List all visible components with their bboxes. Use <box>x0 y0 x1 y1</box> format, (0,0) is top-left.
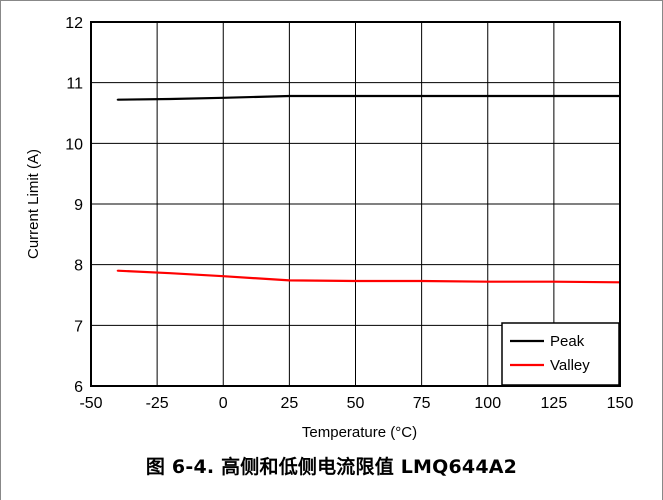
data-point-peak <box>117 99 119 101</box>
y-axis-title: Current Limit (A) <box>25 149 42 259</box>
data-point-valley <box>289 280 291 282</box>
y-tick-label: 8 <box>74 258 83 275</box>
x-tick-label: 100 <box>474 395 501 412</box>
data-point-valley <box>487 281 489 283</box>
data-point-peak <box>421 95 423 97</box>
data-point-valley <box>170 272 172 274</box>
x-axis-title: Temperature (°C) <box>302 424 417 441</box>
series-lines <box>117 95 621 283</box>
legend-label-valley: Valley <box>550 357 590 374</box>
y-tick-label: 9 <box>74 197 83 214</box>
line-chart: -50 -25 0 25 50 75 100 125 150 6 7 8 9 10 11 12 Tempera… <box>0 0 663 450</box>
data-point-peak <box>487 95 489 97</box>
y-tick-label: 11 <box>66 76 83 93</box>
x-tick-label: 25 <box>280 395 298 412</box>
x-tick-label: -50 <box>79 395 102 412</box>
legend: Peak Valley <box>502 323 619 385</box>
series-line-valley <box>118 271 621 283</box>
data-point-peak <box>170 98 172 100</box>
data-point-valley <box>355 280 357 282</box>
y-tick-label: 6 <box>74 379 83 396</box>
x-tick-label: 125 <box>541 395 568 412</box>
data-point-peak <box>223 97 225 99</box>
x-tick-label: -25 <box>146 395 169 412</box>
x-tick-label: 50 <box>347 395 365 412</box>
x-tick-label: 0 <box>219 395 228 412</box>
x-tick-label: 75 <box>413 395 431 412</box>
y-tick-label: 7 <box>74 318 83 335</box>
series-line-peak <box>118 96 621 100</box>
y-tick-label: 10 <box>65 136 83 153</box>
data-point-valley <box>421 280 423 282</box>
legend-label-peak: Peak <box>550 333 585 350</box>
data-point-peak <box>553 95 555 97</box>
x-tick-label: 150 <box>607 395 634 412</box>
data-point-peak <box>355 95 357 97</box>
data-point-valley <box>553 281 555 283</box>
data-point-valley <box>223 275 225 277</box>
figure-caption: 图 6-4. 高侧和低侧电流限值 LMQ644A2 <box>0 452 663 479</box>
data-point-peak <box>289 95 291 97</box>
data-point-valley <box>117 270 119 272</box>
y-tick-label: 12 <box>65 15 83 32</box>
